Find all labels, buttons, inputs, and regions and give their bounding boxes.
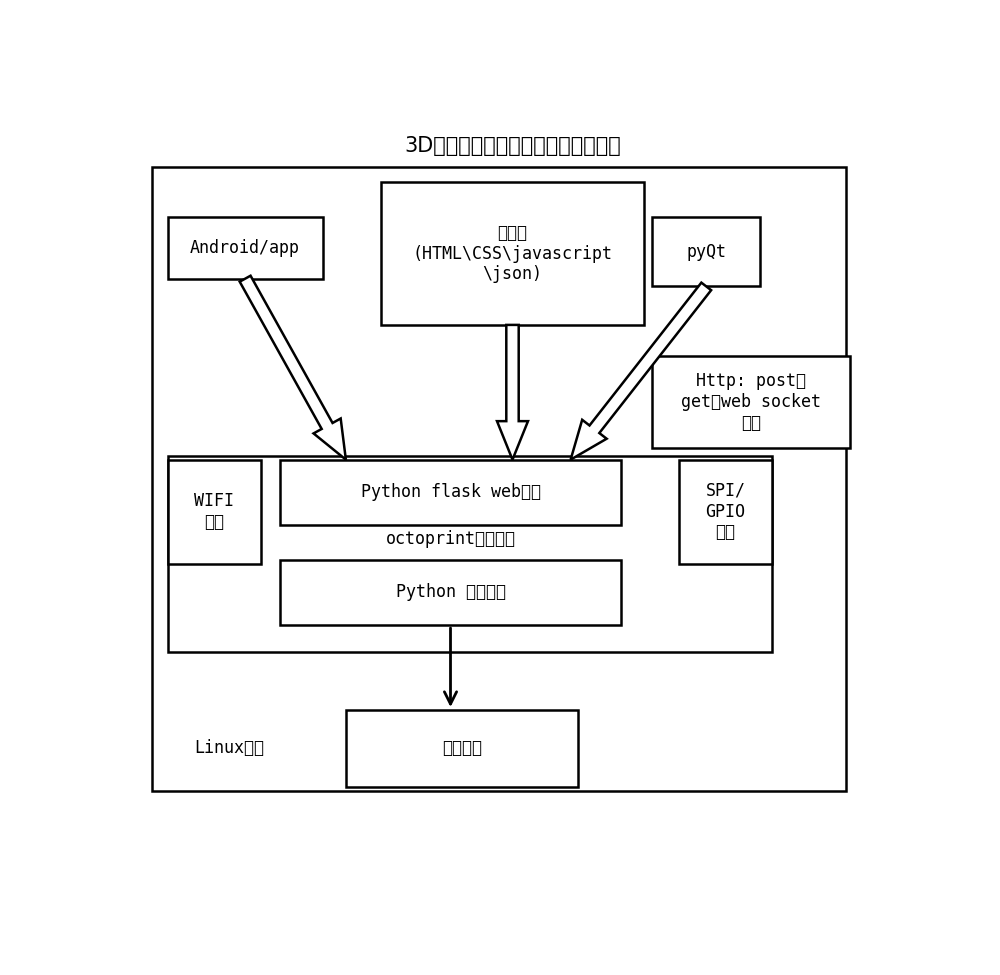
Bar	[168, 455, 772, 652]
Text: 浏览器
(HTML\CSS\javascript
\json): 浏览器 (HTML\CSS\javascript \json)	[413, 224, 612, 284]
Bar	[381, 182, 644, 325]
Polygon shape	[571, 283, 711, 459]
Bar	[280, 560, 621, 625]
Bar	[152, 167, 846, 791]
Text: SPI/
GPIO
驱动: SPI/ GPIO 驱动	[706, 482, 746, 541]
Text: pyQt: pyQt	[686, 243, 726, 260]
Bar	[346, 710, 578, 787]
Bar	[280, 459, 621, 526]
Text: WIFI
驱动: WIFI 驱动	[194, 492, 234, 531]
Text: Python 串口框架: Python 串口框架	[396, 583, 506, 602]
Bar	[679, 459, 772, 564]
Bar	[652, 217, 760, 287]
Text: Python flask web框架: Python flask web框架	[361, 484, 540, 501]
Bar	[168, 217, 323, 279]
Text: 串口驱动: 串口驱动	[442, 739, 482, 758]
Bar	[652, 356, 850, 448]
Text: Linux系统: Linux系统	[195, 739, 265, 758]
Text: Http: post、
get、web socket
技术: Http: post、 get、web socket 技术	[681, 372, 821, 432]
Bar	[168, 459, 261, 564]
Text: 3D打印机的控制系统的软件系统结构: 3D打印机的控制系统的软件系统结构	[404, 136, 621, 156]
Text: octoprint开源工程: octoprint开源工程	[386, 530, 516, 548]
Polygon shape	[497, 325, 528, 459]
Text: Android/app: Android/app	[190, 239, 300, 256]
Polygon shape	[240, 276, 346, 459]
